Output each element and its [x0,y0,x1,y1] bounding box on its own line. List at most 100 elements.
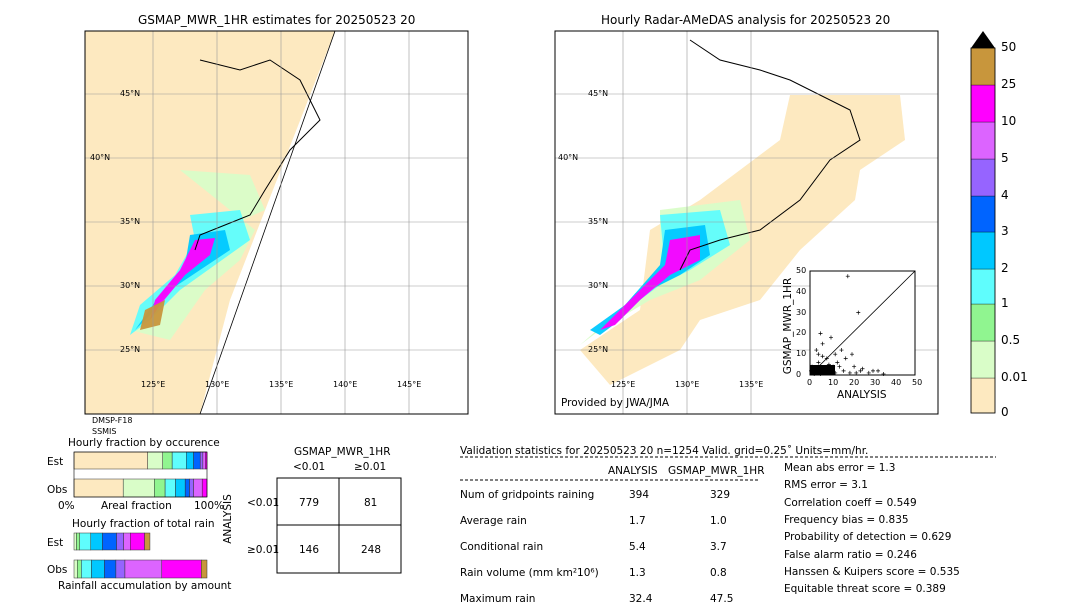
colorbar-segment [970,231,996,270]
scatter-point [835,360,840,365]
occ-est-segment [162,451,173,470]
stats-row-label: Rain volume (mm km²10⁶) [460,567,599,579]
scatter-x-tick: 50 [912,378,923,387]
scatter-y-tick: 40 [796,286,807,296]
occ-obs-label: Obs [47,484,68,496]
lon-label: 135°E [269,380,294,389]
stats-analysis-value: 1.3 [629,567,646,579]
ct-col-0: <0.01 [293,461,326,473]
right-map-title: Hourly Radar-AMeDAS analysis for 2025052… [601,13,891,27]
scatter-x-tick: 30 [870,378,881,387]
score-line: False alarm ratio = 0.246 [784,548,917,561]
ct-col-1: ≥0.01 [354,461,387,473]
occ-obs-segment [201,478,208,498]
lat-label: 45°N [120,89,141,98]
rain-obs-segment [91,559,105,579]
scatter-point [820,341,825,346]
scatter-point [854,370,859,375]
lon-label: 130°E [205,380,230,389]
rain-title: Hourly fraction of total rain [72,518,215,530]
scatter-point [858,368,863,373]
stats-row-label: Average rain [460,515,527,527]
rain-obs-label: Obs [47,564,68,576]
scatter-point [829,335,833,340]
rain-est-segment [90,532,103,551]
right-map-frame [554,30,939,415]
scatter-x-tick: 20 [849,378,860,387]
left-map-frame [84,30,469,415]
ct-row-title: ANALYSIS [221,494,234,544]
scatter-point [871,368,875,373]
colorbar-segment [970,195,996,233]
rain-obs-segment [81,559,92,579]
colorbar-label: 0 [1001,405,1009,419]
scatter-point [837,364,842,369]
colorbar-label: 1 [1001,296,1009,310]
colorbar-label: 0.5 [1001,333,1021,347]
rain-est-segment [102,532,117,551]
one-to-one-line [809,270,916,376]
score-line: Mean abs error = 1.3 [784,462,896,474]
scatter-point [845,274,850,279]
score-line: Frequency bias = 0.835 [784,513,909,526]
occ-est-segment [73,451,148,470]
stats-analysis-value: 32.4 [629,593,653,605]
scatter-point [839,348,844,353]
ct-row-1: ≥0.01 [247,544,280,556]
colorbar-segment [970,377,996,414]
rain-obs-segment [161,559,202,579]
occ-est-segment [186,451,194,470]
scatter-point [814,348,819,353]
colorbar-label: 4 [1001,188,1009,202]
score-line: RMS error = 3.1 [784,479,868,492]
colorbar-frame [970,47,996,414]
stats-col1: ANALYSIS [608,465,658,477]
occ-obs-segment [164,478,176,498]
stats-row-label: Num of gridpoints raining [460,489,595,501]
rain-est-label: Est [47,537,64,549]
scatter-point [856,310,861,315]
stats-col2: GSMAP_MWR_1HR [668,465,765,477]
stats-header: Validation statistics for 20250523 20 n=… [460,445,869,457]
score-line: Hanssen & Kuipers score = 0.535 [784,565,960,578]
lat-label: 25°N [588,345,609,354]
occurrence-title: Hourly fraction by occurence [68,437,220,449]
scatter-point [852,364,857,369]
colorbar-segment [970,268,996,305]
stats-analysis-value: 394 [629,489,650,501]
sensor-label: DMSP-F18 [92,416,133,425]
occ-obs-segment [122,478,155,498]
rain-area [150,238,215,320]
colorbar-extend-triangle [971,31,995,48]
rain-area [140,300,165,330]
lat-label: 40°N [90,153,111,162]
scatter-point [843,356,848,361]
scatter-point [818,331,823,336]
occ-obs-segment [193,478,203,498]
occ-est-segment [147,451,163,470]
score-line: Correlation coeff = 0.549 [784,496,917,509]
scatter-point [820,354,825,359]
occ-est-label: Est [47,456,64,468]
occ-obs-segment [189,478,194,498]
stats-analysis-value: 1.7 [629,515,646,527]
score-line: Probability of detection = 0.629 [784,531,952,544]
rain-obs-segment [104,559,117,579]
scatter-y-tick: 20 [796,328,807,338]
lat-label: 40°N [558,153,579,162]
scatter-x-tick: 40 [891,378,902,387]
credit: Provided by JWA/JMA [561,397,670,409]
colorbar-label: 2 [1001,261,1009,275]
rain-est-segment [130,532,145,551]
scatter-point [847,370,852,375]
colorbar-label: 50 [1001,40,1017,54]
score-line: Equitable threat score = 0.389 [784,583,946,596]
scatter-point [881,371,886,376]
coastline [679,39,861,271]
lon-label: 130°E [675,380,700,389]
lat-label: 30°N [588,281,609,290]
rain-obs-segment [77,559,82,579]
scatter-dense-cluster [810,365,835,375]
stats-analysis-value: 5.4 [629,541,646,553]
